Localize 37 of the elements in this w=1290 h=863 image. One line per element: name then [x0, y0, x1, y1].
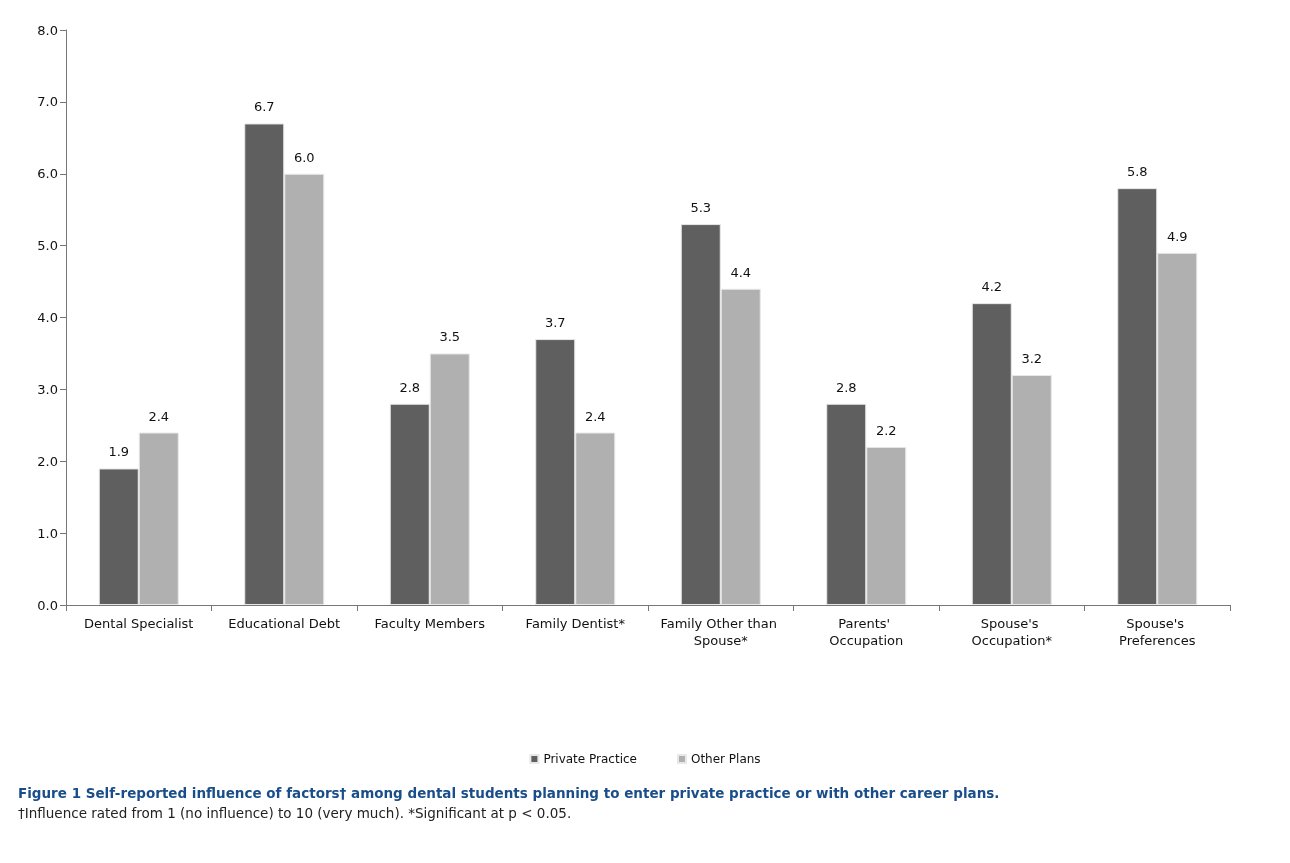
- data-label: 2.4: [148, 408, 170, 424]
- legend-label: Other Plans: [690, 752, 761, 766]
- data-label: 4.2: [981, 279, 1003, 295]
- y-tick-label: 1.0: [37, 525, 58, 541]
- x-tick-label: Educational Debt: [228, 616, 341, 631]
- x-tick-label: Family Dentist*: [525, 616, 626, 631]
- y-tick-label: 4.0: [37, 310, 58, 325]
- x-tick-label: Spouse's Preferences: [1119, 616, 1196, 648]
- data-label: 6.0: [293, 149, 315, 165]
- y-tick-label: 6.0: [37, 166, 58, 182]
- data-label: 5.8: [1126, 164, 1148, 180]
- text: Figure 1 Self-reported influence of factors† among dental students planning to enter private practice or with other career plans.: [18, 785, 1001, 801]
- data-label: 5.3: [690, 200, 712, 216]
- x-tick-label: Faculty Members: [374, 616, 486, 631]
- y-tick-label: 8.0: [37, 22, 58, 38]
- data-label: 2.8: [399, 379, 421, 395]
- y-tick-label: 0.0: [37, 597, 58, 613]
- y-tick-label: 2.0: [37, 453, 58, 469]
- x-tick-label: Dental Specialist: [84, 616, 194, 631]
- y-tick-label: 3.0: [37, 381, 58, 397]
- data-label: 2.8: [835, 379, 857, 395]
- text: †Influence rated from 1 (no influence) to 10 (very much). *Significant at p < 0.05.: [18, 805, 573, 821]
- legend-label: Private Practice: [543, 752, 637, 766]
- data-label: 3.7: [544, 315, 566, 331]
- y-tick-label: 5.0: [37, 238, 58, 254]
- x-tick-label: Spouse's Occupation*: [971, 616, 1053, 648]
- data-label: 3.2: [1021, 351, 1043, 366]
- x-tick-label: Parents' Occupation: [829, 616, 904, 648]
- data-label: 2.2: [875, 422, 897, 438]
- x-tick-label: Family Other than Spouse*: [660, 616, 782, 648]
- data-label: 4.4: [730, 264, 752, 280]
- data-label: 3.5: [439, 329, 461, 345]
- data-label: 6.7: [253, 99, 275, 115]
- data-label: 1.9: [108, 444, 130, 460]
- y-tick-label: 7.0: [37, 94, 58, 110]
- data-label: 4.9: [1166, 228, 1188, 244]
- data-label: 2.4: [584, 408, 606, 424]
